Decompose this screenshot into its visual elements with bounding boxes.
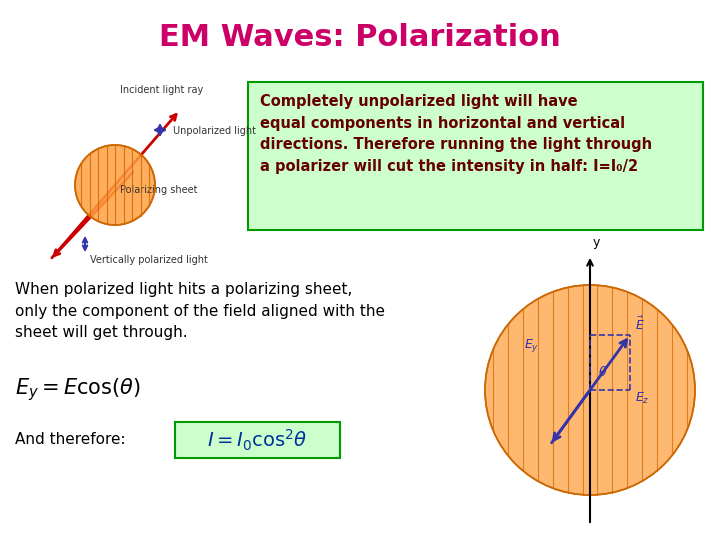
Text: Incident light ray: Incident light ray [120, 85, 203, 95]
Text: $E_y$: $E_y$ [524, 336, 539, 354]
Text: Completely unpolarized light will have
equal components in horizontal and vertic: Completely unpolarized light will have e… [260, 94, 652, 174]
Text: And therefore:: And therefore: [15, 433, 125, 448]
Text: Unpolarized light: Unpolarized light [173, 126, 256, 136]
Ellipse shape [75, 145, 155, 225]
Text: When polarized light hits a polarizing sheet,
only the component of the field al: When polarized light hits a polarizing s… [15, 282, 385, 340]
Text: $E_z$: $E_z$ [635, 390, 649, 406]
Text: $\vec{E}$: $\vec{E}$ [635, 316, 645, 333]
Text: y: y [593, 236, 600, 249]
Text: $\theta$: $\theta$ [598, 365, 608, 379]
FancyBboxPatch shape [248, 82, 703, 230]
Text: EM Waves: Polarization: EM Waves: Polarization [159, 24, 561, 52]
FancyBboxPatch shape [175, 422, 340, 458]
Text: $E_y = E\cos(\theta)$: $E_y = E\cos(\theta)$ [15, 376, 140, 403]
Text: Vertically polarized light: Vertically polarized light [90, 255, 208, 265]
Ellipse shape [485, 285, 695, 495]
Text: Polarizing sheet: Polarizing sheet [120, 185, 197, 195]
Text: $I = I_0 \cos^2\!\theta$: $I = I_0 \cos^2\!\theta$ [207, 427, 307, 453]
